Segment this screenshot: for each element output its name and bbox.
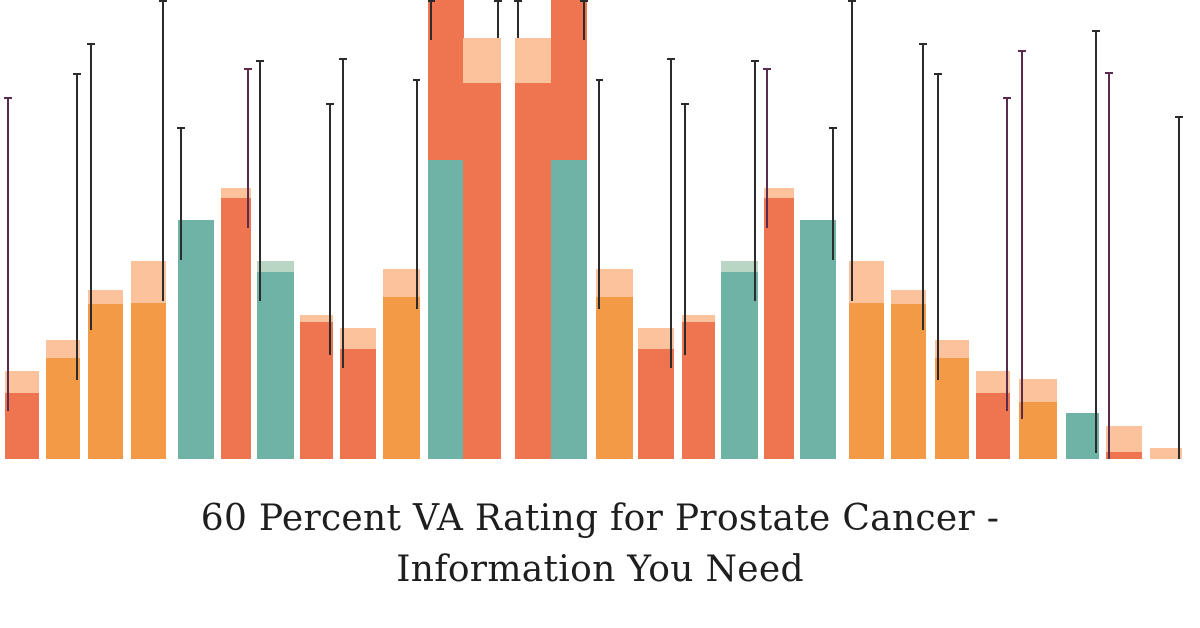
central-bar [515, 38, 551, 459]
central-bar-cap [463, 38, 501, 83]
decorative-bar [383, 79, 421, 459]
bar-gap [590, 0, 596, 459]
bar-gap [420, 0, 428, 459]
page-title: 60 Percent VA Rating for Prostate Cancer… [0, 493, 1200, 595]
bar-gap [502, 0, 514, 459]
decorative-bar [1066, 30, 1100, 459]
decorative-bar [4, 97, 39, 459]
central-bar-cap [515, 38, 551, 83]
decorative-bar [848, 0, 884, 459]
decorative-bar [551, 0, 588, 459]
decorative-bar [46, 73, 81, 459]
decorative-bar [1018, 50, 1057, 459]
central-bar [463, 38, 501, 459]
decorative-bar [595, 79, 633, 459]
decorative-bar [976, 97, 1011, 459]
decorative-bar [1105, 72, 1142, 459]
title-line-1: 60 Percent VA Rating for Prostate Cancer… [200, 498, 1000, 539]
decorative-bar [800, 127, 837, 459]
decorative-bar [763, 68, 794, 459]
decorative-bar [256, 60, 294, 459]
decorative-bar [131, 0, 167, 459]
decorative-bar [891, 43, 927, 459]
decorative-bar [681, 103, 715, 459]
decorative-bar [721, 60, 759, 459]
decorative-bar [87, 43, 123, 459]
decorative-bar [177, 127, 214, 459]
decorative-bar [934, 73, 969, 459]
decorative-bar [427, 0, 464, 459]
decorative-bar [638, 58, 675, 459]
decorative-bar [339, 58, 376, 459]
decorative-bar [221, 68, 252, 459]
decorative-bar [1150, 116, 1183, 459]
title-line-2: Information You Need [396, 549, 804, 590]
bar-chart-illustration [4, 0, 1183, 459]
decorative-bar [300, 103, 334, 459]
